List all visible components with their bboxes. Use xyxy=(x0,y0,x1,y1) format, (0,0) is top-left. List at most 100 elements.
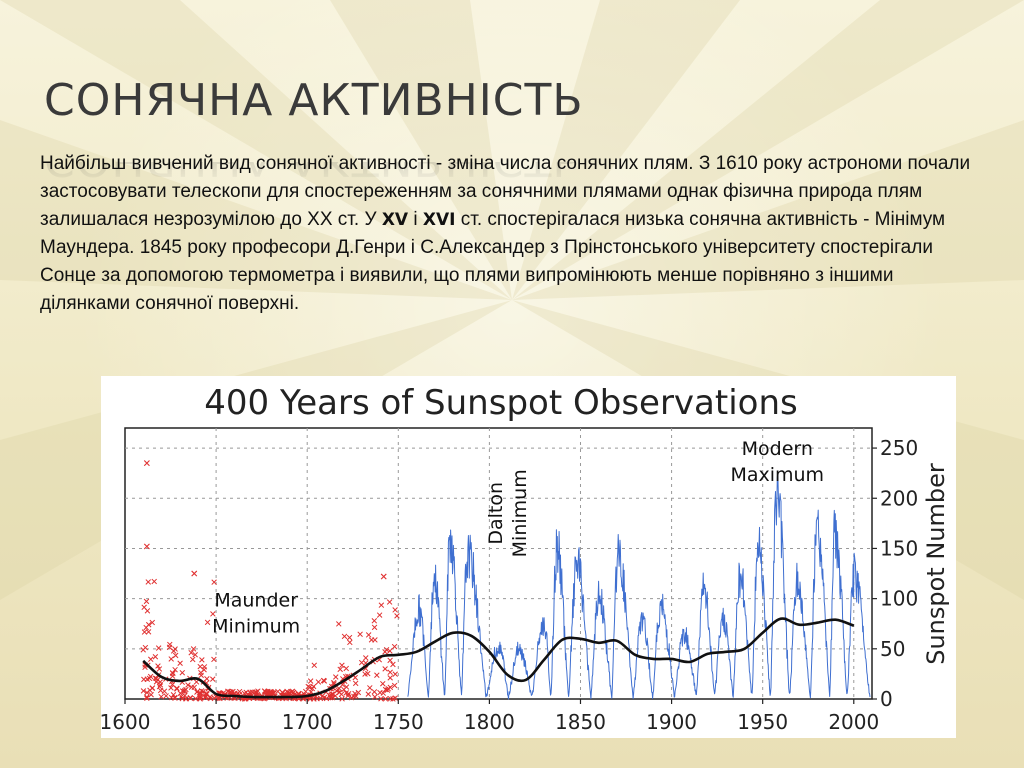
data-marker xyxy=(225,688,231,695)
y-tick-label: 150 xyxy=(880,536,918,560)
data-marker xyxy=(382,696,389,702)
data-marker xyxy=(144,608,151,614)
annotation-text: Minimum xyxy=(212,616,300,638)
data-marker xyxy=(168,685,174,691)
data-marker xyxy=(140,647,146,653)
data-marker xyxy=(371,689,378,695)
data-marker xyxy=(143,543,150,550)
x-tick-label: 1800 xyxy=(464,710,515,734)
sunspot-chart-svg: 400 Years of Sunspot Observations 1600 16… xyxy=(101,383,950,734)
data-marker xyxy=(368,637,375,643)
data-marker xyxy=(167,641,173,648)
data-marker xyxy=(358,659,365,666)
data-marker xyxy=(275,688,281,695)
data-marker xyxy=(387,675,393,681)
data-marker xyxy=(268,689,275,696)
data-marker xyxy=(376,612,383,618)
y-axis-label: Sunspot Number xyxy=(922,463,950,665)
data-marker xyxy=(155,645,162,651)
data-marker xyxy=(236,688,243,695)
slide-title: СОНЯЧНА АКТИВНІСТЬ xyxy=(44,75,584,126)
data-marker xyxy=(332,674,339,680)
data-marker xyxy=(172,652,179,659)
data-marker xyxy=(380,573,387,580)
data-marker xyxy=(199,657,205,663)
data-marker xyxy=(145,579,152,585)
data-marker xyxy=(345,690,352,697)
data-marker xyxy=(371,624,378,631)
data-marker xyxy=(170,692,177,698)
data-marker xyxy=(391,682,398,689)
data-marker xyxy=(378,695,384,702)
data-marker xyxy=(227,689,233,695)
data-marker xyxy=(149,685,156,691)
data-marker xyxy=(191,570,198,577)
x-tick-label: 1700 xyxy=(282,710,333,734)
series-line xyxy=(142,617,855,699)
data-marker xyxy=(177,690,184,697)
sunspot-chart: 400 Years of Sunspot Observations 1600 16… xyxy=(101,376,956,738)
data-marker xyxy=(365,691,372,697)
data-marker xyxy=(347,639,353,646)
century-xvi: XVI xyxy=(422,210,456,230)
data-marker xyxy=(147,656,154,663)
data-marker xyxy=(263,689,269,696)
data-marker xyxy=(365,670,371,677)
data-marker xyxy=(311,662,318,669)
data-marker xyxy=(187,695,194,701)
data-marker xyxy=(387,696,394,702)
data-marker xyxy=(198,669,204,676)
data-marker xyxy=(157,682,164,688)
data-marker xyxy=(321,678,328,684)
data-marker xyxy=(390,661,396,668)
y-tick-label: 200 xyxy=(880,486,918,510)
data-marker xyxy=(331,679,337,686)
data-marker xyxy=(336,621,342,627)
data-marker xyxy=(315,679,322,685)
conjunction: і xyxy=(408,209,423,230)
data-marker xyxy=(168,656,174,662)
annotation-text: Dalton xyxy=(485,482,507,545)
data-marker xyxy=(170,648,177,654)
data-marker xyxy=(367,685,373,691)
data-marker xyxy=(380,680,386,687)
paragraph-text-2: ст. спостерігалася низька сонячна активн… xyxy=(40,209,946,314)
x-tick-label: 1950 xyxy=(737,710,788,734)
data-marker xyxy=(339,662,345,669)
data-marker xyxy=(307,678,314,684)
annotation-text: Minimum xyxy=(509,469,531,557)
data-marker xyxy=(346,634,353,641)
data-marker xyxy=(141,676,147,683)
body-paragraph: Найбільш вивчений вид сонячної активност… xyxy=(40,150,988,318)
data-marker xyxy=(392,695,398,701)
data-marker xyxy=(336,689,343,696)
x-tick-label: 1750 xyxy=(373,710,424,734)
data-marker xyxy=(177,660,183,667)
data-marker xyxy=(305,683,311,690)
data-marker xyxy=(149,619,156,626)
data-marker xyxy=(155,663,161,669)
x-tick-label: 1900 xyxy=(646,710,697,734)
data-marker xyxy=(185,682,191,688)
data-marker xyxy=(144,695,150,701)
data-marker xyxy=(163,693,169,699)
y-tick-label: 0 xyxy=(880,687,893,711)
data-marker xyxy=(394,613,400,619)
data-marker xyxy=(339,696,345,702)
data-marker xyxy=(387,669,393,676)
data-marker xyxy=(348,694,355,701)
data-marker xyxy=(189,656,196,663)
data-marker xyxy=(355,689,362,696)
data-marker xyxy=(181,688,187,695)
data-marker xyxy=(158,693,164,700)
y-tick-label: 50 xyxy=(880,637,905,661)
data-marker xyxy=(197,696,203,702)
data-marker xyxy=(380,690,387,696)
x-axis: 1600 1650 1700 1750 1800 1850 1900 1950 2000 xyxy=(101,699,879,734)
annotation: Maunder Minimum xyxy=(212,590,300,638)
data-marker xyxy=(391,643,398,650)
data-marker xyxy=(188,649,194,656)
y-tick-label: 100 xyxy=(880,587,918,611)
data-marker xyxy=(204,676,210,682)
